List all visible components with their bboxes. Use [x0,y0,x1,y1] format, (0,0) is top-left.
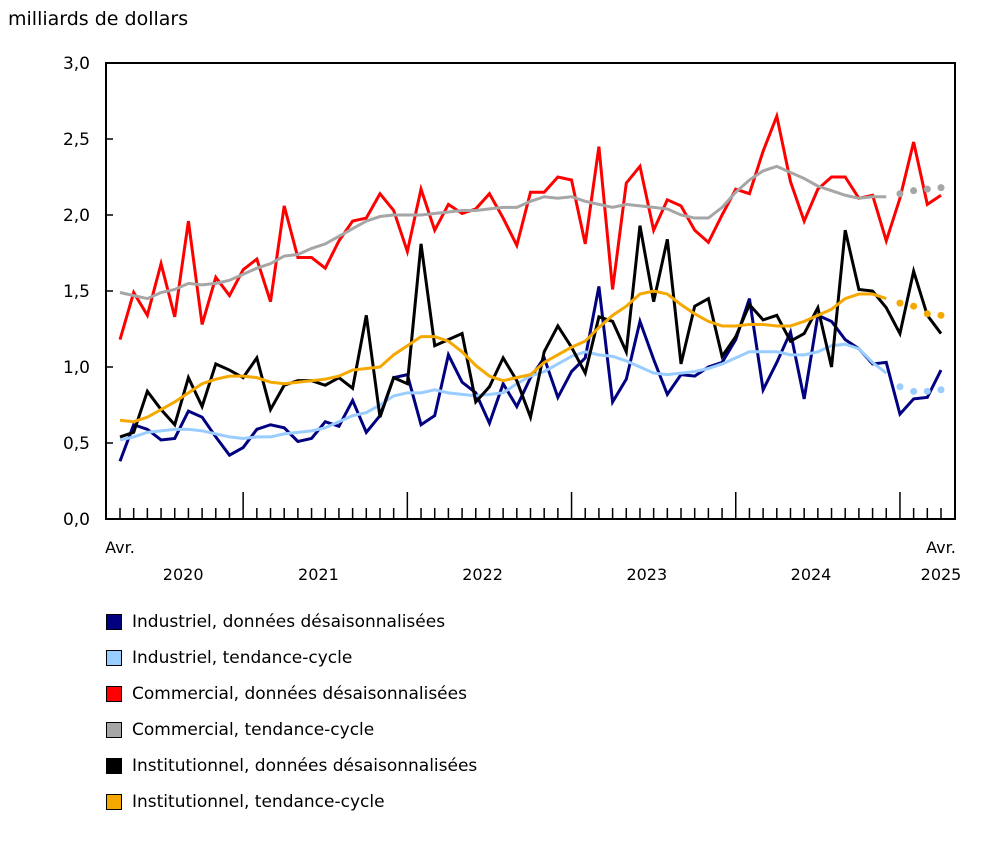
series-projection-dot [923,185,931,193]
y-tick-label: 1,5 [63,282,90,302]
legend-label: Institutionnel, données désaisonnalisées [132,756,478,776]
series-projection-dot [896,383,904,391]
y-tick-label: 2,5 [63,130,90,150]
x-year-label: 2021 [298,565,339,584]
x-end-month-label: Avr. [926,538,956,557]
y-tick-label: 3,0 [63,54,90,74]
legend: Industriel, données désaisonnalisées Indu… [106,600,477,824]
series-3 [119,164,945,301]
y-tick-label: 1,0 [63,358,90,378]
series-projection-dot [937,311,945,319]
legend-swatch [106,794,122,810]
series-line [119,289,887,424]
legend-label: Industriel, tendance-cycle [132,648,353,668]
series-2 [118,110,942,341]
series-4 [119,225,943,439]
x-year-label: 2020 [163,565,204,584]
series-line [119,225,943,439]
legend-swatch [106,686,122,702]
series-projection-dot [896,299,904,307]
legend-item: Industriel, données désaisonnalisées [106,600,477,644]
y-tick-label: 2,0 [63,206,90,226]
legend-swatch [106,650,122,666]
x-year-label: 2022 [462,565,503,584]
legend-item: Institutionnel, tendance-cycle [106,780,477,824]
y-tick-label: 0,5 [63,434,90,454]
series-projection-dot [896,190,904,198]
series-projection-dot [923,310,931,318]
series-projection-dot [910,187,918,195]
series-projection-dot [937,184,945,192]
legend-swatch [106,758,122,774]
legend-item: Commercial, tendance-cycle [106,708,477,752]
series-projection-dot [910,302,918,310]
series-1 [119,342,945,442]
series-line [118,110,942,341]
series-projection-dot [910,387,918,395]
legend-swatch [106,614,122,630]
series-projection-dot [923,387,931,395]
series-5 [119,289,945,424]
series-line [119,164,887,301]
x-year-label: 2023 [626,565,667,584]
legend-label: Institutionnel, tendance-cycle [132,792,385,812]
legend-label: Commercial, données désaisonnalisées [132,684,467,704]
x-year-label: 2024 [791,565,832,584]
legend-swatch [106,722,122,738]
y-axis-unit-label: milliards de dollars [8,8,189,30]
x-year-label: 2025 [921,565,962,584]
legend-item: Industriel, tendance-cycle [106,636,477,680]
legend-item: Institutionnel, données désaisonnalisées [106,744,477,788]
y-tick-label: 0,0 [63,510,90,530]
series-projection-dot [937,386,945,394]
line-chart: 0,0 0,5 1,0 1,5 2,0 2,5 3,0 Avr. Avr. 2020 2021 202… [63,54,962,584]
legend-item: Commercial, données désaisonnalisées [106,672,477,716]
series-line [119,342,888,442]
legend-label: Industriel, données désaisonnalisées [132,612,446,632]
x-start-month-label: Avr. [105,538,135,557]
legend-label: Commercial, tendance-cycle [132,720,375,740]
